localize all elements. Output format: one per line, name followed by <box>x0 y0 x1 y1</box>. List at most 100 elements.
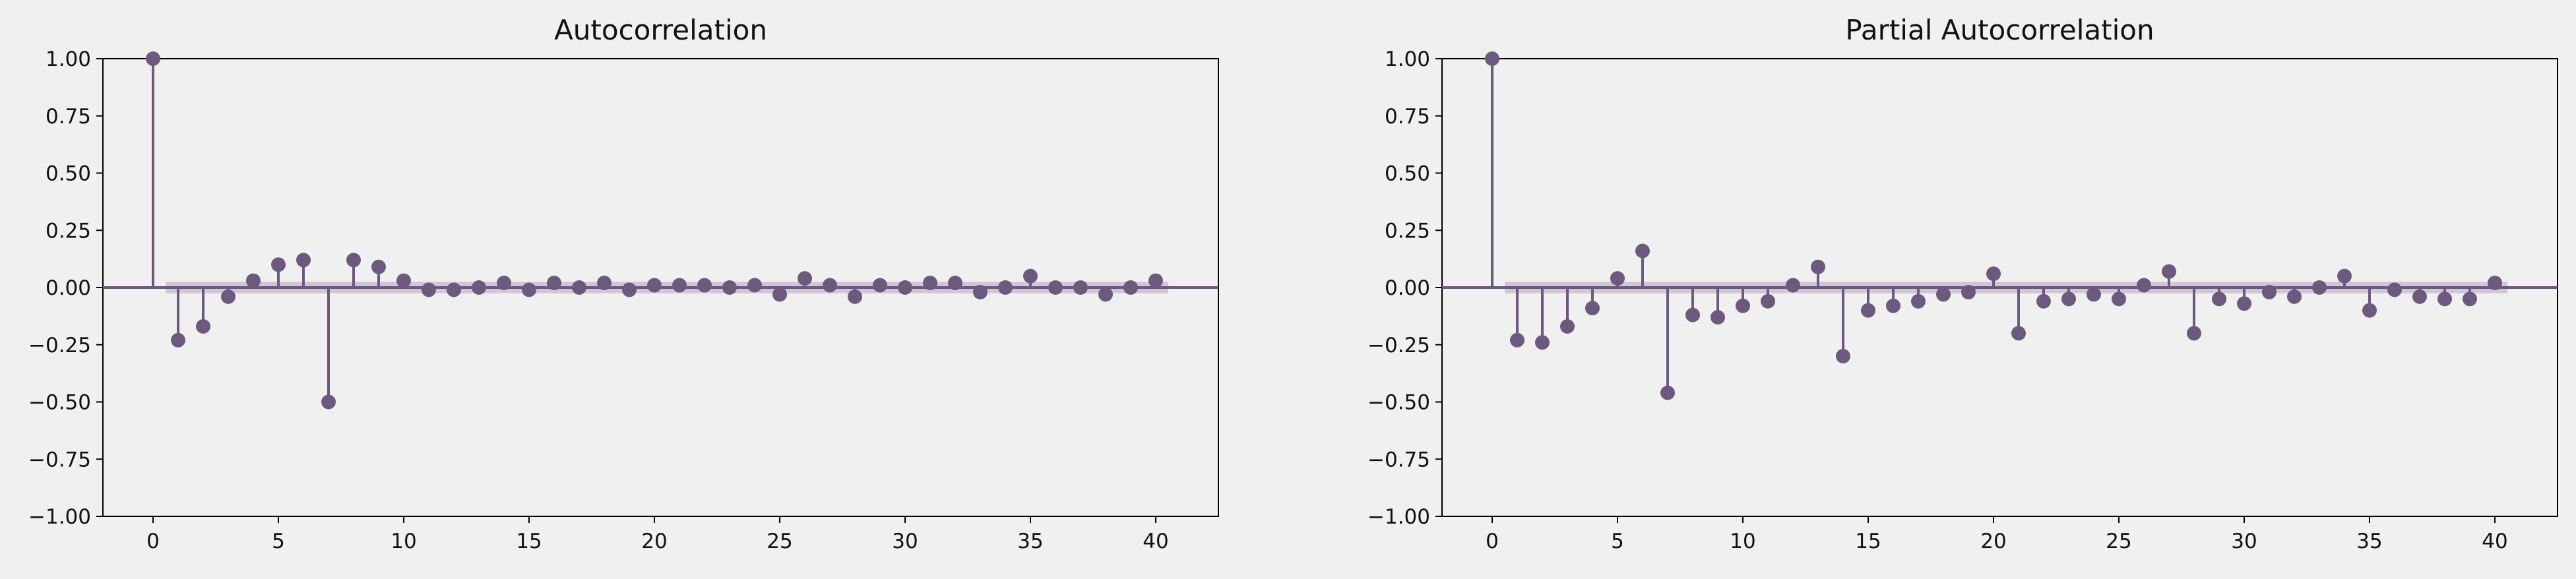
pacf-ytick-label: 0.50 <box>1385 162 1430 186</box>
pacf-marker <box>2011 326 2026 341</box>
pacf-marker <box>2162 264 2176 279</box>
partial-autocorrelation-panel: 1.00 0.75 0.50 0.25 0.00 −0.25 −0.50 −0.75 −1.00… <box>1367 14 2558 553</box>
pacf-marker <box>1861 303 1875 318</box>
acf-marker <box>697 278 712 293</box>
pacf-marker <box>1635 243 1650 259</box>
pacf-marker <box>1510 332 1524 348</box>
acf-xtick-label: 0 <box>146 530 160 553</box>
pacf-marker <box>1610 271 1625 286</box>
pacf-marker <box>1736 298 1750 313</box>
acf-marker <box>998 280 1013 295</box>
pacf-marker <box>1560 319 1575 334</box>
pacf-marker <box>1685 307 1700 322</box>
pacf-marker <box>1660 385 1675 400</box>
acf-xtick-label: 5 <box>272 530 285 553</box>
acf-marker <box>447 282 461 297</box>
pacf-marker <box>2387 282 2402 297</box>
acf-marker <box>973 284 988 299</box>
acf-xtick-label: 40 <box>1143 530 1168 553</box>
pacf-marker <box>1886 298 1901 313</box>
acf-marker <box>396 273 411 288</box>
pacf-marker <box>2287 289 2302 304</box>
pacf-marker <box>1961 284 1976 299</box>
pacf-ytick-label: −0.25 <box>1367 334 1430 357</box>
pacf-marker <box>2412 289 2427 304</box>
pacf-marker <box>1911 293 1926 309</box>
acf-marker <box>647 278 662 293</box>
pacf-title: Partial Autocorrelation <box>1845 14 2154 46</box>
acf-marker <box>747 278 762 293</box>
acf-marker <box>522 282 536 297</box>
acf-marker <box>472 280 486 295</box>
pacf-xtick-label: 15 <box>1855 530 1881 553</box>
acf-marker <box>497 276 511 291</box>
acf-ytick-label: −0.50 <box>28 391 91 415</box>
pacf-marker <box>1585 301 1600 316</box>
acf-marker <box>221 289 236 304</box>
acf-marker <box>873 278 887 293</box>
pacf-xtick-label: 0 <box>1486 530 1499 553</box>
pacf-ytick-label: 1.00 <box>1385 47 1430 71</box>
acf-title: Autocorrelation <box>554 14 767 46</box>
acf-marker <box>146 51 160 66</box>
acf-marker <box>422 282 436 297</box>
pacf-marker <box>2036 293 2051 309</box>
acf-marker <box>1098 287 1113 302</box>
acf-ytick-label: −0.25 <box>28 334 91 357</box>
acf-marker <box>1073 280 1088 295</box>
pacf-marker <box>2463 291 2477 307</box>
pacf-xtick-label: 5 <box>1611 530 1624 553</box>
pacf-ytick-label: −1.00 <box>1367 505 1430 529</box>
acf-ytick-label: −0.75 <box>28 448 91 472</box>
acf-marker <box>898 280 912 295</box>
acf-marker <box>547 276 561 291</box>
pacf-marker <box>2212 291 2226 307</box>
acf-marker <box>622 282 637 297</box>
pacf-ytick-label: 0.75 <box>1385 105 1430 129</box>
pacf-marker <box>1761 293 1775 309</box>
pacf-marker <box>2237 296 2251 311</box>
acf-ytick-label: 0.75 <box>46 105 91 129</box>
pacf-marker <box>1986 266 2001 282</box>
pacf-marker <box>2337 268 2352 284</box>
acf-marker <box>722 280 737 295</box>
acf-marker <box>672 278 687 293</box>
acf-marker <box>948 276 962 291</box>
pacf-marker <box>2488 276 2502 291</box>
acf-ytick-label: 0.25 <box>46 219 91 243</box>
acf-ytick-label: 0.50 <box>46 162 91 186</box>
pacf-xtick-label: 10 <box>1730 530 1755 553</box>
acf-xtick-label: 20 <box>641 530 667 553</box>
pacf-xtick-label: 30 <box>2231 530 2257 553</box>
pacf-ytick-label: −0.75 <box>1367 448 1430 472</box>
pacf-ytick-label: 0.00 <box>1385 276 1430 300</box>
acf-marker <box>848 289 862 304</box>
pacf-marker <box>2262 284 2277 299</box>
pacf-marker <box>1786 278 1800 293</box>
acf-xtick-label: 10 <box>391 530 416 553</box>
acf-xtick-label: 30 <box>892 530 918 553</box>
acf-marker <box>271 257 286 272</box>
acf-xtick-label: 15 <box>516 530 542 553</box>
pacf-marker <box>1535 335 1550 350</box>
acf-marker <box>296 253 311 268</box>
acf-marker <box>171 332 185 348</box>
pacf-xtick-label: 25 <box>2106 530 2131 553</box>
autocorrelation-panel: 1.00 0.75 0.50 0.25 0.00 −0.25 −0.50 −0.75 −1.00… <box>28 14 1219 553</box>
pacf-marker <box>1485 51 1499 66</box>
pacf-marker <box>2061 291 2076 307</box>
acf-marker <box>772 287 787 302</box>
acf-xtick-label: 25 <box>767 530 792 553</box>
acf-marker <box>196 319 210 334</box>
acf-marker <box>321 394 336 410</box>
pacf-xtick-label: 35 <box>2356 530 2382 553</box>
pacf-marker <box>2137 278 2151 293</box>
acf-marker <box>1148 273 1163 288</box>
pacf-marker <box>1811 259 1825 274</box>
acf-marker <box>1048 280 1063 295</box>
pacf-marker <box>1936 287 1951 302</box>
pacf-marker <box>2087 287 2101 302</box>
pacf-marker <box>2437 291 2452 307</box>
acf-marker <box>923 276 937 291</box>
acf-marker <box>1023 268 1038 284</box>
